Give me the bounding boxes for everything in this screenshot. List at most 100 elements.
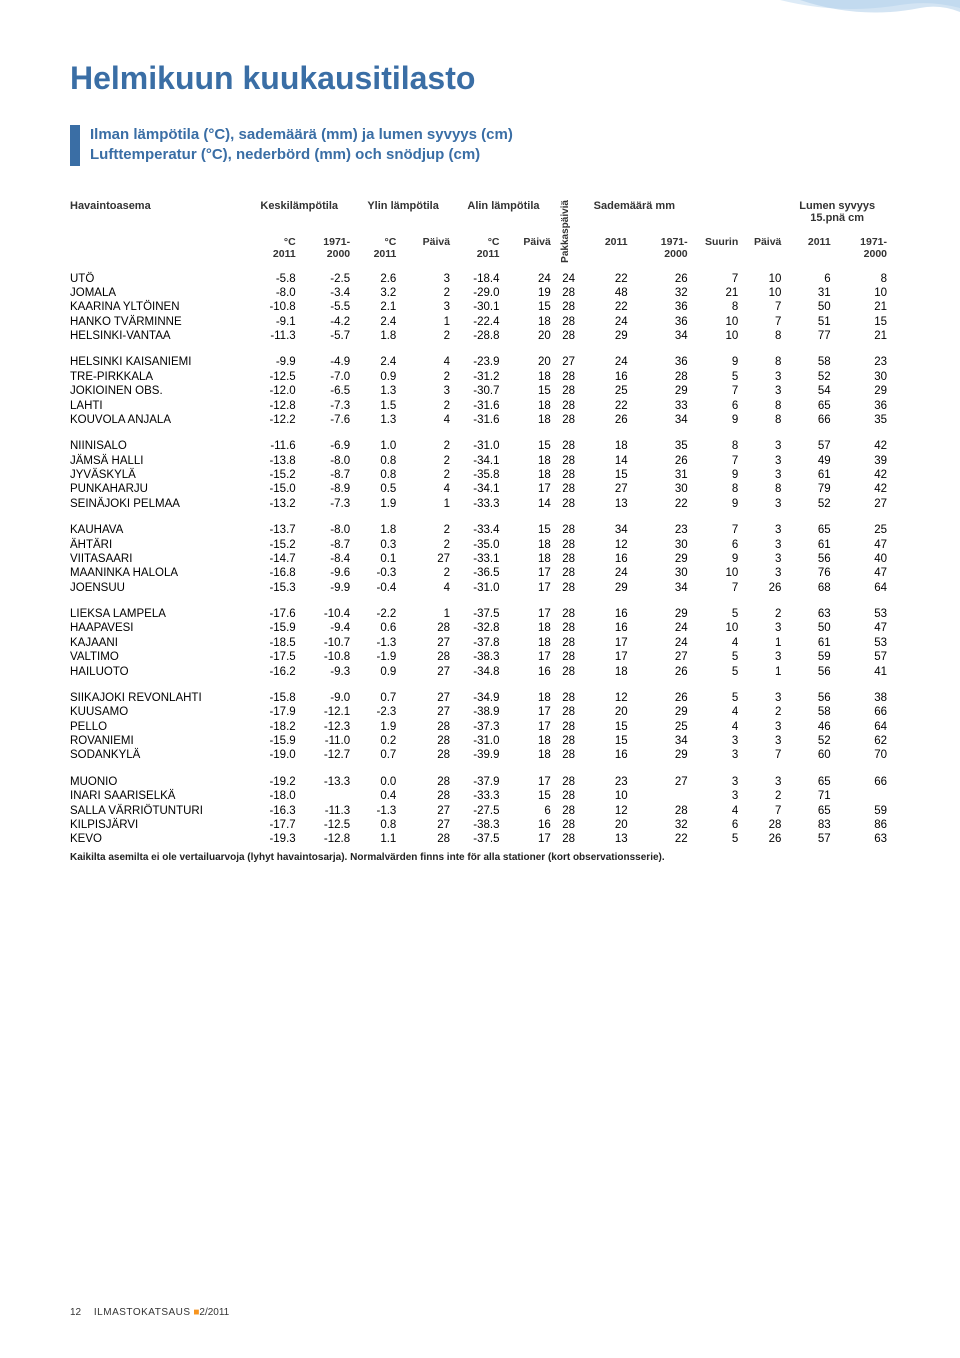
table-cell: -27.5 — [453, 803, 502, 817]
table-cell: 28 — [399, 748, 453, 762]
table-row: JOMALA-8.0-3.43.22-29.01928483221103110 — [70, 286, 890, 300]
table-cell: 2 — [399, 537, 453, 551]
table-cell: 28 — [399, 621, 453, 635]
table-cell: 2 — [399, 566, 453, 580]
table-cell: 15 — [578, 719, 631, 733]
table-cell: 17 — [503, 580, 554, 594]
table-row: ROVANIEMI-15.9-11.00.228-31.018281534335… — [70, 734, 890, 748]
table-cell: 19 — [503, 286, 554, 300]
table-row: UTÖ-5.8-2.52.63-18.42424222671068 — [70, 271, 890, 285]
table-cell: -11.0 — [299, 734, 353, 748]
table-cell: 54 — [784, 384, 833, 398]
table-cell: 8 — [741, 329, 784, 343]
table-cell: 53 — [834, 607, 890, 621]
table-cell: -9.1 — [245, 314, 298, 328]
table-cell: 14 — [503, 497, 554, 511]
h-1971-f: 1971-2000 — [834, 235, 890, 271]
table-cell: 3 — [741, 734, 784, 748]
table-cell: 0.8 — [353, 818, 399, 832]
table-cell — [299, 789, 353, 803]
table-cell: -16.3 — [245, 803, 298, 817]
table-cell: -38.3 — [453, 818, 502, 832]
table-cell: 15 — [503, 384, 554, 398]
station-name: LAHTI — [70, 398, 245, 412]
station-name: SODANKYLÄ — [70, 748, 245, 762]
table-row: LAHTI-12.8-7.31.52-31.618282233686536 — [70, 398, 890, 412]
table-cell: 65 — [784, 398, 833, 412]
table-cell: 18 — [503, 453, 554, 467]
table-cell: 13 — [578, 832, 631, 846]
table-cell: -10.8 — [245, 300, 298, 314]
table-cell: 28 — [399, 789, 453, 803]
table-cell: 20 — [578, 818, 631, 832]
table-row: KAARINA YLTÖINEN-10.8-5.52.13-30.1152822… — [70, 300, 890, 314]
table-cell: 6 — [784, 271, 833, 285]
table-cell: 50 — [784, 621, 833, 635]
table-cell: -13.8 — [245, 453, 298, 467]
table-cell: 3 — [741, 691, 784, 705]
table-cell: 28 — [554, 566, 578, 580]
table-cell: -37.5 — [453, 832, 502, 846]
table-cell: 28 — [554, 413, 578, 427]
corner-decoration — [780, 0, 960, 60]
table-cell: 10 — [834, 286, 890, 300]
table-cell: 3 — [741, 719, 784, 733]
table-cell: 58 — [784, 355, 833, 369]
table-cell: 24 — [631, 636, 691, 650]
footnote: Kaikilta asemilta ei ole vertailuarvoja … — [70, 852, 890, 863]
table-row: HAILUOTO-16.2-9.30.927-34.81628182651564… — [70, 664, 890, 678]
station-name: KEVO — [70, 832, 245, 846]
table-cell: 65 — [784, 775, 833, 789]
table-cell: -2.3 — [353, 705, 399, 719]
table-cell: 1.9 — [353, 719, 399, 733]
table-cell: 0.2 — [353, 734, 399, 748]
station-name: SIIKAJOKI REVONLAHTI — [70, 691, 245, 705]
table-cell: -9.4 — [299, 621, 353, 635]
table-cell: 29 — [631, 748, 691, 762]
table-cell: 3 — [741, 775, 784, 789]
table-cell: -31.0 — [453, 580, 502, 594]
table-cell: 1.9 — [353, 497, 399, 511]
table-row: MUONIO-19.2-13.30.028-37.917282327336566 — [70, 775, 890, 789]
table-cell: -12.2 — [245, 413, 298, 427]
table-cell: -31.2 — [453, 370, 502, 384]
table-cell: 36 — [631, 355, 691, 369]
table-cell: 28 — [554, 580, 578, 594]
table-cell: 29 — [578, 329, 631, 343]
table-cell: 15 — [503, 789, 554, 803]
table-cell: -7.3 — [299, 497, 353, 511]
table-cell: 28 — [554, 453, 578, 467]
table-cell: 60 — [784, 748, 833, 762]
table-cell: 20 — [578, 705, 631, 719]
table-cell: 30 — [631, 537, 691, 551]
table-cell: 2 — [399, 329, 453, 343]
table-cell: 28 — [554, 748, 578, 762]
table-cell: 28 — [741, 818, 784, 832]
table-cell: 28 — [399, 734, 453, 748]
table-cell: 0.7 — [353, 748, 399, 762]
table-cell: 32 — [631, 818, 691, 832]
station-name: KUUSAMO — [70, 705, 245, 719]
table-cell: 0.5 — [353, 482, 399, 496]
table-cell: 9 — [691, 552, 742, 566]
table-cell: 28 — [554, 719, 578, 733]
table-cell: 0.9 — [353, 664, 399, 678]
station-name: LIEKSA LAMPELA — [70, 607, 245, 621]
table-cell: 7 — [691, 453, 742, 467]
table-cell: 24 — [503, 271, 554, 285]
table-cell: -17.9 — [245, 705, 298, 719]
table-cell: 5 — [691, 691, 742, 705]
table-cell: -5.5 — [299, 300, 353, 314]
table-cell: 28 — [554, 300, 578, 314]
table-cell: 21 — [691, 286, 742, 300]
table-cell: 15 — [503, 523, 554, 537]
table-cell: 65 — [784, 523, 833, 537]
table-cell: 23 — [631, 523, 691, 537]
table-cell: 56 — [784, 552, 833, 566]
table-cell: 15 — [503, 439, 554, 453]
table-cell: 0.9 — [353, 370, 399, 384]
table-cell: 61 — [784, 636, 833, 650]
table-row: TRE-PIRKKALA-12.5-7.00.92-31.21828162853… — [70, 370, 890, 384]
table-cell: 86 — [834, 818, 890, 832]
table-cell: -11.3 — [299, 803, 353, 817]
